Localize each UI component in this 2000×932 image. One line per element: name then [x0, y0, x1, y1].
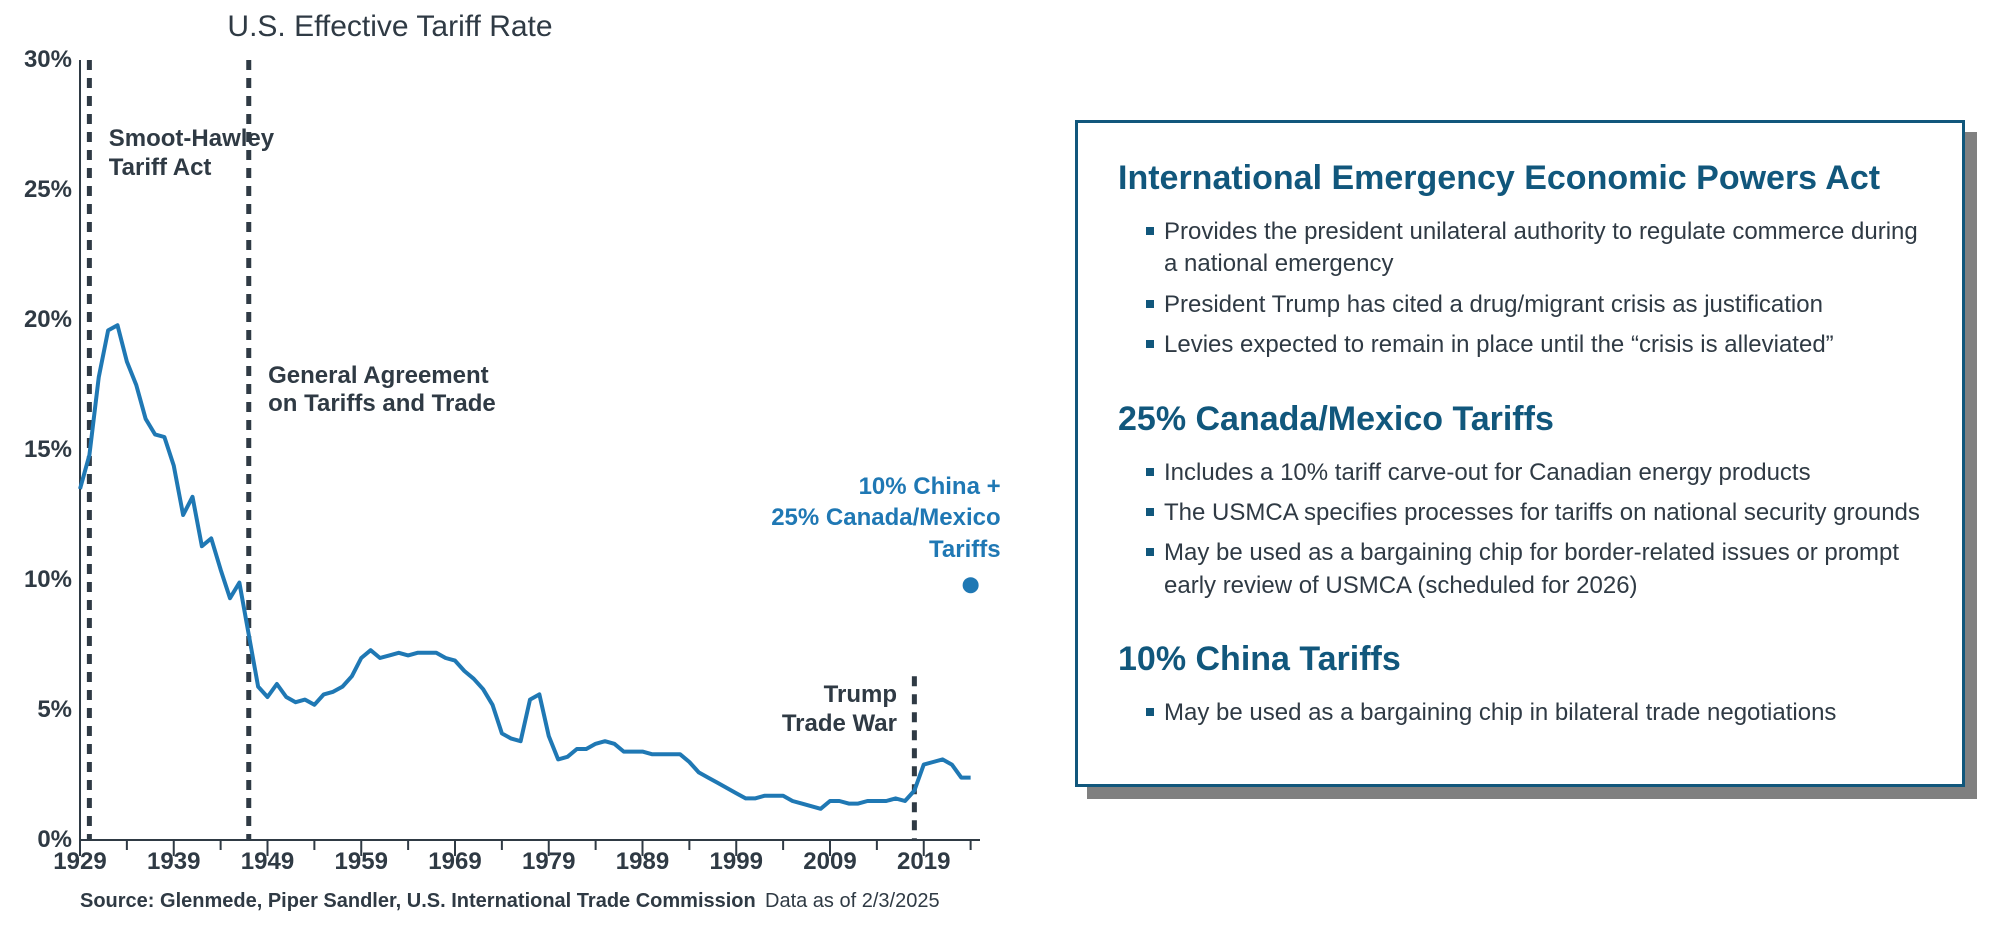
chart-annotation: General Agreementon Tariffs and Trade	[268, 362, 496, 420]
chart-source: Source: Glenmede, Piper Sandler, U.S. In…	[80, 890, 756, 913]
panel-bullet-list: Includes a 10% tariff carve-out for Cana…	[1118, 457, 1922, 603]
tariff-chart: U.S. Effective Tariff Rate 0%5%10%15%20%…	[0, 0, 1000, 932]
info-panel: International Emergency Economic Powers …	[1075, 120, 1965, 787]
chart-plot: 0%5%10%15%20%25%30%192919391949195919691…	[80, 60, 980, 840]
chart-annotation: TrumpTrade War	[782, 681, 897, 739]
panel-heading: International Emergency Economic Powers …	[1118, 159, 1922, 198]
panel-bullet: The USMCA specifies processes for tariff…	[1146, 497, 1922, 529]
y-axis-label: 15%	[24, 436, 72, 464]
panel-bullet: Provides the president unilateral author…	[1146, 216, 1922, 281]
x-axis-label: 1989	[616, 848, 669, 876]
y-axis-label: 20%	[24, 306, 72, 334]
point-annotation: 10% China +25% Canada/MexicoTariffs	[741, 471, 1001, 565]
x-axis-label: 1969	[428, 848, 481, 876]
panel-bullet: President Trump has cited a drug/migrant…	[1146, 289, 1922, 321]
panel-bullet-list: Provides the president unilateral author…	[1118, 216, 1922, 362]
x-axis-label: 2009	[803, 848, 856, 876]
y-axis-label: 10%	[24, 566, 72, 594]
x-axis-label: 1949	[241, 848, 294, 876]
x-axis-label: 1979	[522, 848, 575, 876]
panel-heading: 25% Canada/Mexico Tariffs	[1118, 400, 1922, 439]
y-axis-label: 5%	[37, 696, 72, 724]
chart-asof: Data as of 2/3/2025	[765, 890, 940, 913]
panel-bullet: May be used as a bargaining chip in bila…	[1146, 697, 1922, 729]
y-axis-label: 30%	[24, 46, 72, 74]
stage: U.S. Effective Tariff Rate 0%5%10%15%20%…	[0, 0, 2000, 932]
x-axis-label: 1959	[335, 848, 388, 876]
panel-bullet-list: May be used as a bargaining chip in bila…	[1118, 697, 1922, 729]
panel-bullet: Includes a 10% tariff carve-out for Cana…	[1146, 457, 1922, 489]
x-axis-label: 2019	[897, 848, 950, 876]
panel-bullet: May be used as a bargaining chip for bor…	[1146, 537, 1922, 602]
x-axis-label: 1939	[147, 848, 200, 876]
panel-bullet: Levies expected to remain in place until…	[1146, 329, 1922, 361]
y-axis-label: 25%	[24, 176, 72, 204]
x-axis-label: 1929	[53, 848, 106, 876]
panel-heading: 10% China Tariffs	[1118, 640, 1922, 679]
chart-title: U.S. Effective Tariff Rate	[0, 10, 780, 44]
x-axis-label: 1999	[710, 848, 763, 876]
chart-annotation: Smoot-HawleyTariff Act	[109, 125, 274, 183]
